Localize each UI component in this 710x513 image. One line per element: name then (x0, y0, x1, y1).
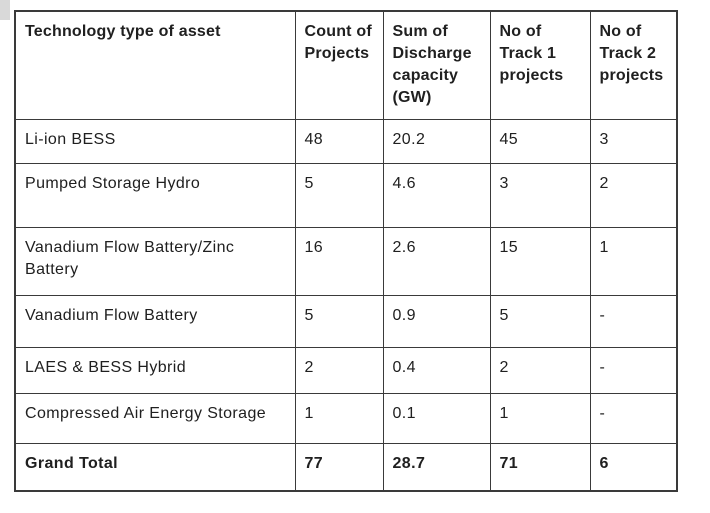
grand-total-row: Grand Total 77 28.7 71 6 (14, 442, 678, 492)
column-header-discharge-capacity: Sum of Discharge capacity (GW) (382, 10, 491, 120)
track1-projects-cell: 3 (489, 162, 591, 228)
count-of-projects-cell: 5 (294, 162, 384, 228)
discharge-capacity-cell: 2.6 (382, 226, 491, 296)
technology-cell: Vanadium Flow Battery (14, 294, 296, 348)
screenshot-edge-artifact (0, 0, 10, 20)
column-header-track2-projects: No of Track 2 projects (589, 10, 678, 120)
track2-projects-cell: - (589, 346, 678, 394)
grand-total-track1-projects-cell: 71 (489, 442, 591, 492)
discharge-capacity-cell: 0.9 (382, 294, 491, 348)
table-row: LAES & BESS Hybrid 2 0.4 2- (14, 346, 678, 394)
table-header-row: Technology type of asset Count of Project… (14, 10, 678, 120)
grand-total-technology-cell: Grand Total (14, 442, 296, 492)
table-body: Li-ion BESS 48 20.2 45 3 Pumped Storage Hydro… (14, 118, 678, 492)
track2-projects-cell: 1 (589, 226, 678, 296)
discharge-capacity-cell: 20.2 (382, 118, 491, 164)
grand-total-track2-projects-cell: 6 (589, 442, 678, 492)
track2-projects-cell: - (589, 392, 678, 444)
technology-cell: Li-ion BESS (14, 118, 296, 164)
table-row: Vanadium Flow Battery/Zinc Battery 16 2.6 1… (14, 226, 678, 296)
discharge-capacity-cell: 0.1 (382, 392, 491, 444)
technology-summary-table: Technology type of asset Count of Project… (14, 10, 678, 492)
track2-projects-cell: 3 (589, 118, 678, 164)
track1-projects-cell: 1 (489, 392, 591, 444)
count-of-projects-cell: 1 (294, 392, 384, 444)
grand-total-discharge-capacity-cell: 28.7 (382, 442, 491, 492)
technology-cell: Pumped Storage Hydro (14, 162, 296, 228)
grand-total-count-of-projects-cell: 77 (294, 442, 384, 492)
track2-projects-cell: 2 (589, 162, 678, 228)
track1-projects-cell: 5 (489, 294, 591, 348)
discharge-capacity-cell: 0.4 (382, 346, 491, 394)
table-row: Vanadium Flow Battery 5 0.9 5- (14, 294, 678, 348)
track2-projects-cell: - (589, 294, 678, 348)
count-of-projects-cell: 2 (294, 346, 384, 394)
column-header-technology: Technology type of asset (14, 10, 296, 120)
technology-cell: Vanadium Flow Battery/Zinc Battery (14, 226, 296, 296)
table-row: Li-ion BESS 48 20.2 45 3 (14, 118, 678, 164)
discharge-capacity-cell: 4.6 (382, 162, 491, 228)
track1-projects-cell: 2 (489, 346, 591, 394)
count-of-projects-cell: 5 (294, 294, 384, 348)
technology-cell: LAES & BESS Hybrid (14, 346, 296, 394)
table-header: Technology type of asset Count of Project… (14, 10, 678, 120)
track1-projects-cell: 15 (489, 226, 591, 296)
count-of-projects-cell: 48 (294, 118, 384, 164)
count-of-projects-cell: 16 (294, 226, 384, 296)
track1-projects-cell: 45 (489, 118, 591, 164)
table-row: Compressed Air Energy Storage 1 0.1 1- (14, 392, 678, 444)
column-header-count-of-projects: Count of Projects (294, 10, 384, 120)
technology-cell: Compressed Air Energy Storage (14, 392, 296, 444)
table-row: Pumped Storage Hydro 5 4.6 3 2 (14, 162, 678, 228)
column-header-track1-projects: No of Track 1 projects (489, 10, 591, 120)
